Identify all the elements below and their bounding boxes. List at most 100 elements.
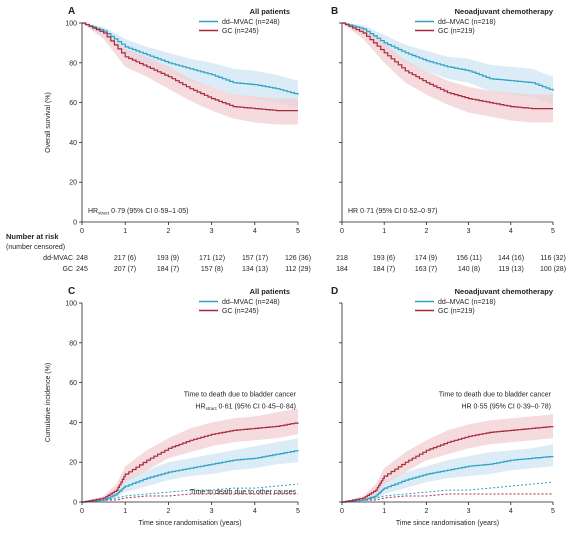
risk-value: 184 (7): [373, 266, 395, 273]
panel-title: All patients: [250, 287, 290, 296]
risk-table: Number at risk (number censored) dd-MVAC 24…: [6, 232, 566, 273]
x-tick-label: 3: [467, 228, 471, 235]
x-tick-label: 3: [210, 228, 214, 235]
risk-value: 144 (16): [498, 255, 524, 262]
ci-band: [82, 408, 298, 502]
x-tick-label: 2: [424, 228, 428, 235]
series-line: [82, 422, 299, 503]
x-tick-label: 1: [382, 228, 386, 235]
ci-band: [82, 23, 298, 125]
panel-letter: C: [68, 286, 75, 297]
y-tick-label: 40: [69, 420, 77, 427]
ci-band: [342, 23, 553, 105]
x-tick-label: 5: [296, 228, 300, 235]
y-tick-label: 100: [65, 21, 77, 28]
other-causes-label: Time to death due to other causes: [190, 489, 296, 496]
x-tick-label: 2: [166, 508, 170, 515]
risk-value: 157 (8): [201, 266, 223, 273]
legend-label: dd–MVAC (n=248): [222, 299, 280, 306]
x-axis-label: Time since randomisation (years): [396, 520, 499, 527]
series-line: [342, 22, 554, 91]
x-tick-label: 0: [80, 508, 84, 515]
y-tick-label: 0: [73, 500, 77, 507]
risk-value: 156 (11): [456, 255, 482, 262]
risk-table-title: Number at risk: [6, 232, 59, 241]
panel-A: A All patients dd–MVAC (n=248) GC (n=245) 0 1…: [45, 6, 300, 235]
risk-table-subtitle: (number censored): [6, 244, 65, 251]
risk-value: 217 (6): [114, 255, 136, 262]
x-tick-label: 1: [123, 228, 127, 235]
risk-value: 248: [76, 255, 88, 262]
other-causes-line: [341, 481, 554, 503]
risk-value: 100 (28): [540, 266, 566, 273]
panel-title: All patients: [250, 7, 290, 16]
y-tick-label: 40: [69, 140, 77, 147]
risk-value: 171 (12): [199, 255, 225, 262]
ci-band: [82, 438, 298, 502]
y-tick-label: 60: [69, 380, 77, 387]
risk-value: 112 (29): [285, 266, 311, 273]
risk-value: 184 (7): [157, 266, 179, 273]
panel-letter: B: [331, 6, 338, 17]
x-tick-label: 1: [382, 508, 386, 515]
risk-row-label: dd-MVAC: [43, 255, 73, 262]
legend-label: dd–MVAC (n=218): [438, 19, 496, 26]
legend-label: dd–MVAC (n=218): [438, 299, 496, 306]
y-axis-label: Overall survival (%): [45, 92, 52, 153]
risk-value: 119 (13): [498, 266, 524, 273]
y-tick-label: 20: [69, 180, 77, 187]
risk-value: 193 (6): [373, 255, 395, 262]
x-tick-label: 5: [551, 228, 555, 235]
risk-value: 116 (32): [540, 255, 566, 262]
panel-title: Neoadjuvant chemotherapy: [455, 287, 554, 296]
series-line: [342, 426, 554, 503]
x-tick-label: 2: [424, 508, 428, 515]
other-causes-line: [341, 493, 553, 503]
other-causes-line: [81, 483, 299, 503]
y-tick-label: 80: [69, 340, 77, 347]
risk-value: 157 (17): [242, 255, 268, 262]
panel-C: C All patients dd–MVAC (n=248) GC (n=245) 0 1…: [45, 286, 300, 527]
x-tick-label: 4: [253, 508, 257, 515]
risk-value: 134 (13): [242, 266, 268, 273]
series-line: [342, 456, 554, 503]
risk-value: 184: [336, 266, 348, 273]
risk-value: 207 (7): [114, 266, 136, 273]
ci-band: [342, 23, 553, 123]
y-tick-label: 0: [73, 220, 77, 227]
y-axis-label: Cumulative incidence (%): [45, 363, 52, 442]
legend-label: GC (n=219): [438, 308, 475, 315]
x-tick-label: 3: [467, 508, 471, 515]
hr-annotation: HRstract 0·79 (95% CI 0·59–1·05): [88, 208, 189, 216]
y-tick-label: 80: [69, 60, 77, 67]
y-tick-label: 20: [69, 460, 77, 467]
hr-annotation: HR 0·55 (95% CI 0·39–0·78): [461, 403, 551, 410]
legend-label: dd–MVAC (n=248): [222, 19, 280, 26]
x-tick-label: 0: [340, 508, 344, 515]
series-line: [82, 450, 299, 503]
x-tick-label: 4: [509, 508, 513, 515]
series-line: [342, 22, 553, 110]
series-line: [82, 22, 298, 112]
legend-label: GC (n=219): [438, 28, 475, 35]
series-line: [82, 22, 299, 95]
risk-value: 126 (36): [285, 255, 311, 262]
risk-value: 140 (8): [458, 266, 480, 273]
x-tick-label: 5: [551, 508, 555, 515]
annotation-title: Time to death due to bladder cancer: [184, 392, 297, 399]
panel-B: B Neoadjuvant chemotherapy dd–MVAC (n=218)…: [331, 6, 555, 235]
risk-value: 193 (9): [157, 255, 179, 262]
panel-letter: D: [331, 286, 338, 297]
panel-letter: A: [68, 6, 75, 17]
other-causes-line: [81, 493, 298, 503]
x-tick-label: 4: [509, 228, 513, 235]
risk-value: 163 (7): [415, 266, 437, 273]
panel-D: D Neoadjuvant chemotherapy dd–MVAC (n=218)…: [331, 286, 555, 527]
risk-value: 174 (9): [415, 255, 437, 262]
legend-label: GC (n=245): [222, 28, 259, 35]
risk-value: 218: [336, 255, 348, 262]
risk-row-label: GC: [63, 266, 74, 273]
x-tick-label: 3: [210, 508, 214, 515]
panel-title: Neoadjuvant chemotherapy: [455, 7, 554, 16]
